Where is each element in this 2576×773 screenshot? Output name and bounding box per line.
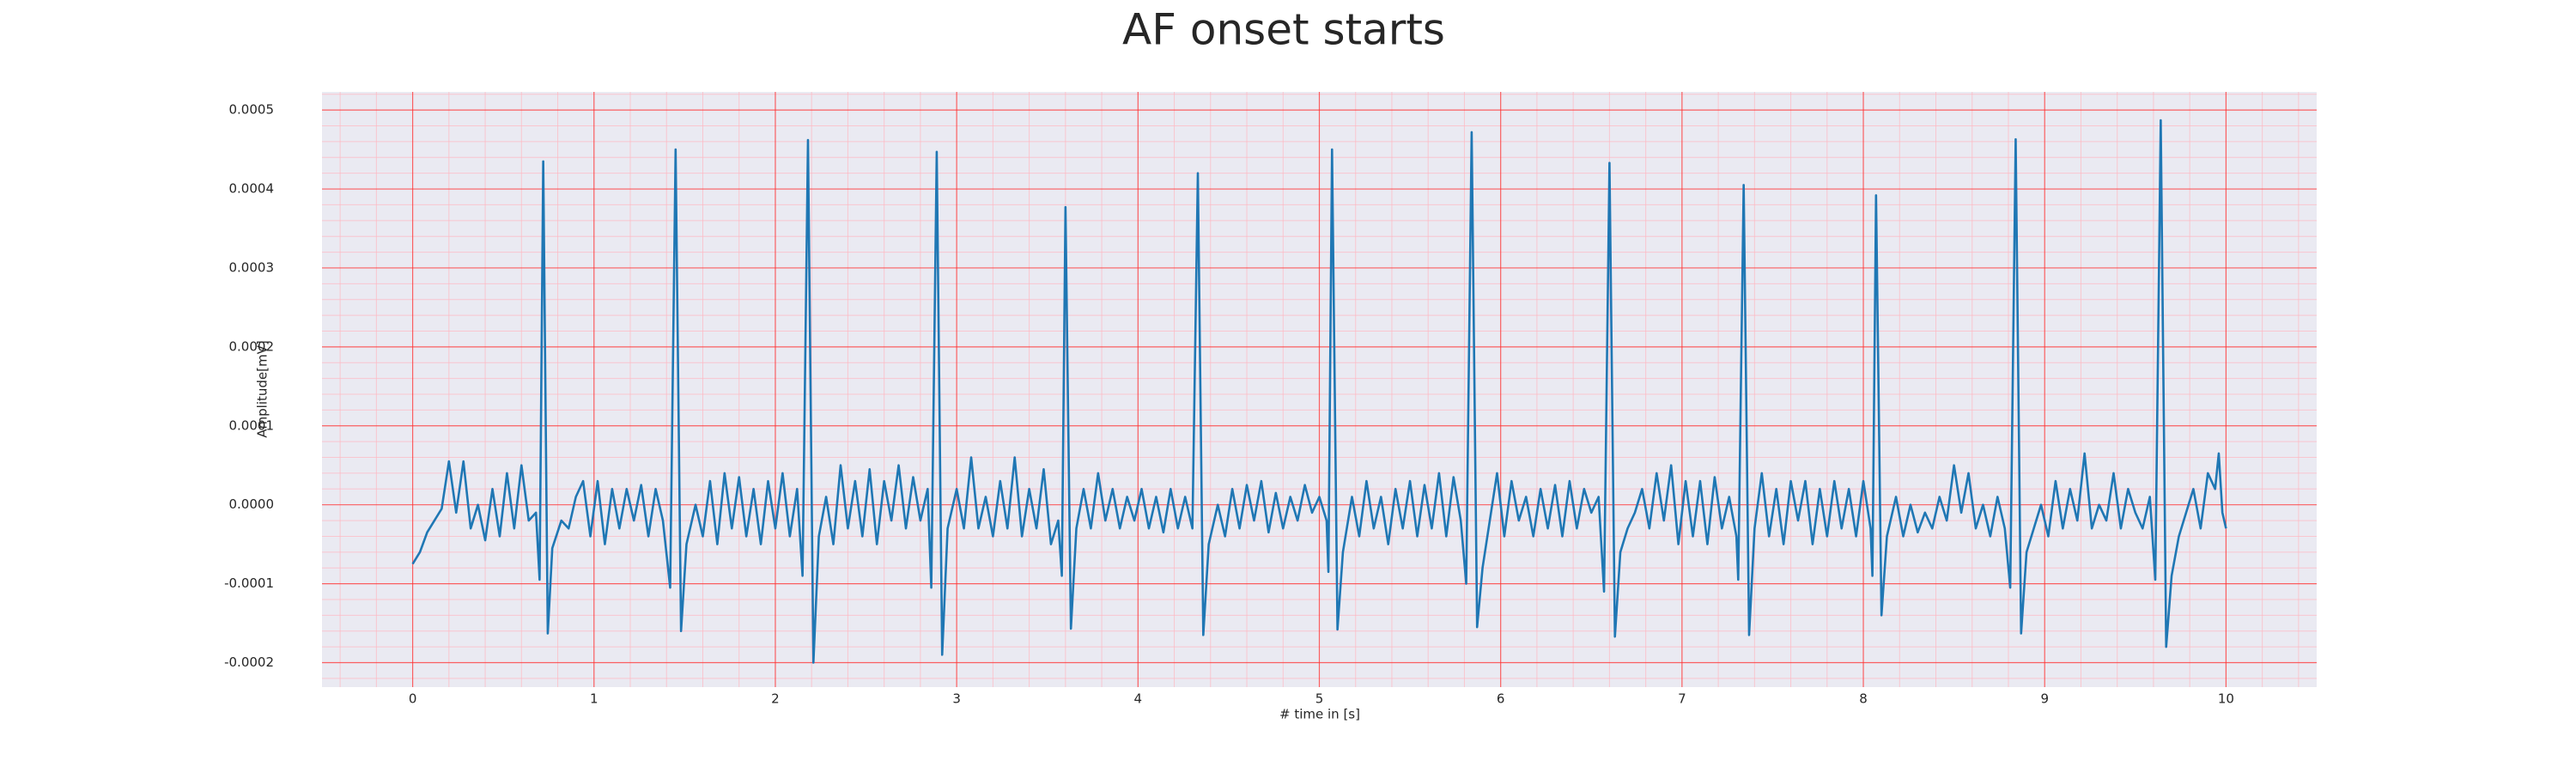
x-tick-label: 7	[1678, 691, 1686, 707]
x-tick-label: 4	[1134, 691, 1143, 707]
x-tick-label: 1	[590, 691, 598, 707]
x-tick-label: 9	[2040, 691, 2049, 707]
labels: 0 1 2 3 4 5 6 7 8 9 10 -0.0002 -0.0001 0.0000 0.0001 0.…	[224, 102, 2234, 707]
y-tick-label: 0.0003	[229, 259, 275, 275]
x-tick-label: 0	[409, 691, 417, 707]
y-tick-label: 0.0005	[229, 102, 275, 118]
x-tick-label: 2	[771, 691, 780, 707]
chart-title: AF onset starts	[1122, 5, 1445, 55]
x-axis-label: # time in [s]	[1279, 707, 1360, 722]
x-tick-label: 10	[2218, 691, 2234, 707]
y-tick-label: -0.0002	[224, 654, 274, 670]
grid	[322, 92, 2317, 687]
x-tick-label: 6	[1497, 691, 1505, 707]
y-tick-label: 0.0001	[229, 417, 275, 433]
y-axis-label: Amplitude[mV]	[255, 340, 270, 437]
x-tick-label: 3	[952, 691, 961, 707]
y-tick-label: 0.0000	[229, 496, 275, 512]
ecg-line	[411, 119, 2227, 664]
marks	[411, 119, 2227, 664]
x-tick-label: 5	[1315, 691, 1324, 707]
y-tick-label: 0.0002	[229, 338, 275, 354]
y-tick-label: -0.0001	[224, 575, 274, 591]
y-tick-label: 0.0004	[229, 181, 275, 197]
x-tick-label: 8	[1859, 691, 1868, 707]
